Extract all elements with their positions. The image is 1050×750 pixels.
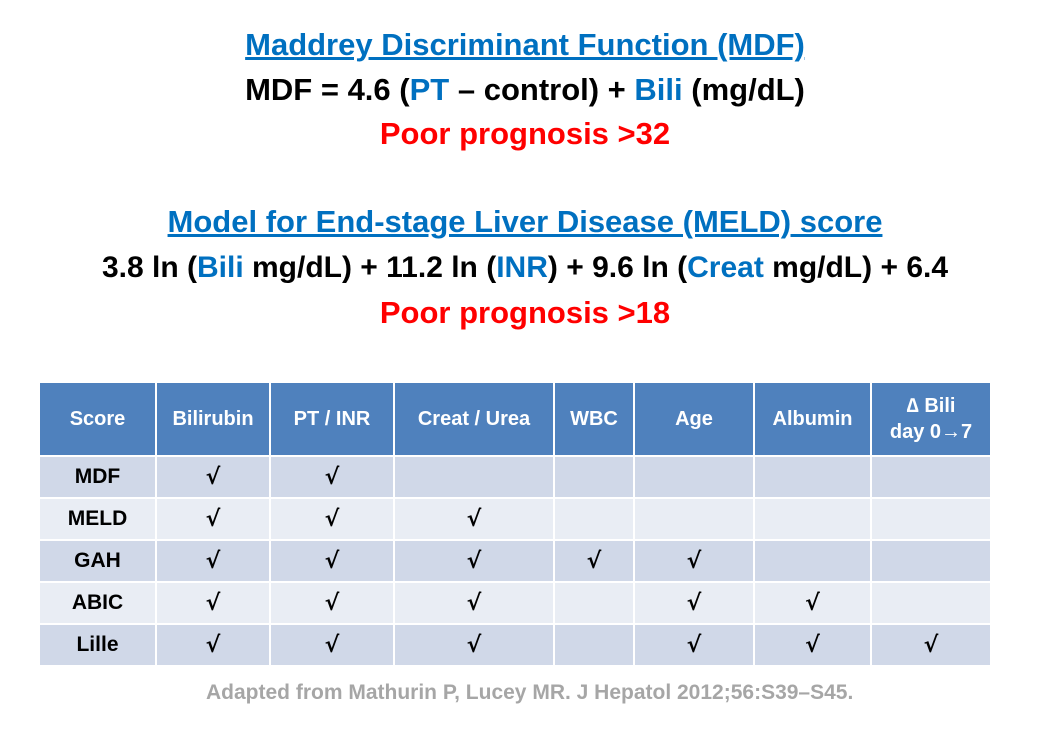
table-row: Lille √ √ √ √ √ √ bbox=[38, 623, 992, 667]
check-cell bbox=[753, 455, 872, 499]
check-cell: √ bbox=[753, 623, 872, 667]
meld-formula: 3.8 ln (Bili mg/dL) + 11.2 ln (INR) + 9.… bbox=[0, 250, 1050, 286]
mdf-prognosis: Poor prognosis >32 bbox=[379, 116, 671, 151]
check-cell: √ bbox=[393, 539, 555, 583]
check-cell: √ bbox=[753, 581, 872, 625]
table-row: ABIC √ √ √ √ √ bbox=[38, 581, 992, 625]
meld-formula-text-1: 3.8 ln ( bbox=[101, 251, 197, 284]
check-cell bbox=[870, 581, 992, 625]
mdf-formula-pt: PT bbox=[409, 72, 450, 107]
table-header-row: Score Bilirubin PT / INR Creat / Urea WB… bbox=[38, 381, 992, 457]
meld-formula-text-4: mg/dL) + 6.4 bbox=[763, 251, 949, 284]
meld-formula-inr: INR bbox=[496, 251, 548, 284]
table-row: MDF √ √ bbox=[38, 455, 992, 499]
row-score-label: GAH bbox=[38, 539, 157, 583]
check-cell bbox=[870, 497, 992, 541]
mdf-formula-bili: Bili bbox=[634, 72, 683, 107]
check-cell bbox=[553, 623, 635, 667]
row-score-label: ABIC bbox=[38, 581, 157, 625]
header-bilirubin: Bilirubin bbox=[155, 381, 271, 457]
check-cell bbox=[553, 581, 635, 625]
mdf-formula-text-3: (mg/dL) bbox=[682, 72, 805, 107]
row-score-label: MELD bbox=[38, 497, 157, 541]
header-delta-bili: ∆ Bili day 0→7 bbox=[870, 381, 992, 457]
header-delta-bili-line2: day 0→7 bbox=[889, 421, 973, 443]
header-age: Age bbox=[633, 381, 755, 457]
header-wbc: WBC bbox=[553, 381, 635, 457]
check-cell: √ bbox=[269, 497, 395, 541]
mdf-title: Maddrey Discriminant Function (MDF) bbox=[245, 27, 805, 62]
check-cell: √ bbox=[269, 455, 395, 499]
check-cell: √ bbox=[393, 581, 555, 625]
header-creat-urea: Creat / Urea bbox=[393, 381, 555, 457]
check-cell: √ bbox=[269, 623, 395, 667]
check-cell bbox=[753, 497, 872, 541]
check-cell: √ bbox=[393, 497, 555, 541]
mdf-formula-text-1: MDF = 4.6 ( bbox=[245, 72, 410, 107]
meld-prognosis: Poor prognosis >18 bbox=[379, 295, 671, 330]
table-row: MELD √ √ √ bbox=[38, 497, 992, 541]
check-cell: √ bbox=[633, 623, 755, 667]
meld-title: Model for End-stage Liver Disease (MELD)… bbox=[167, 204, 883, 239]
meld-formula-text-3: ) + 9.6 ln ( bbox=[547, 251, 688, 284]
check-cell: √ bbox=[155, 623, 271, 667]
check-cell bbox=[870, 539, 992, 583]
check-cell: √ bbox=[269, 539, 395, 583]
row-score-label: Lille bbox=[38, 623, 157, 667]
check-cell: √ bbox=[155, 539, 271, 583]
mdf-formula-text-2: – control) + bbox=[449, 72, 635, 107]
header-score: Score bbox=[38, 381, 157, 457]
check-cell bbox=[553, 497, 635, 541]
check-cell bbox=[870, 455, 992, 499]
row-score-label: MDF bbox=[38, 455, 157, 499]
header-pt-inr: PT / INR bbox=[269, 381, 395, 457]
check-cell: √ bbox=[155, 497, 271, 541]
check-cell: √ bbox=[870, 623, 992, 667]
score-comparison-table: Score Bilirubin PT / INR Creat / Urea WB… bbox=[38, 381, 992, 667]
check-cell bbox=[753, 539, 872, 583]
header-albumin: Albumin bbox=[753, 381, 872, 457]
header-delta-bili-line1: ∆ Bili bbox=[906, 395, 956, 417]
table-row: GAH √ √ √ √ √ bbox=[38, 539, 992, 583]
check-cell: √ bbox=[393, 623, 555, 667]
check-cell: √ bbox=[155, 455, 271, 499]
check-cell bbox=[553, 455, 635, 499]
citation: Adapted from Mathurin P, Lucey MR. J Hep… bbox=[206, 681, 854, 704]
meld-formula-creat: Creat bbox=[687, 251, 764, 284]
check-cell bbox=[633, 455, 755, 499]
meld-formula-text-2: mg/dL) + 11.2 ln ( bbox=[243, 251, 497, 284]
check-cell: √ bbox=[633, 539, 755, 583]
check-cell: √ bbox=[155, 581, 271, 625]
check-cell: √ bbox=[553, 539, 635, 583]
check-cell: √ bbox=[633, 581, 755, 625]
check-cell bbox=[393, 455, 555, 499]
mdf-formula: MDF = 4.6 (PT – control) + Bili (mg/dL) bbox=[0, 72, 1050, 108]
check-cell: √ bbox=[269, 581, 395, 625]
check-cell bbox=[633, 497, 755, 541]
meld-formula-bili: Bili bbox=[196, 251, 244, 284]
